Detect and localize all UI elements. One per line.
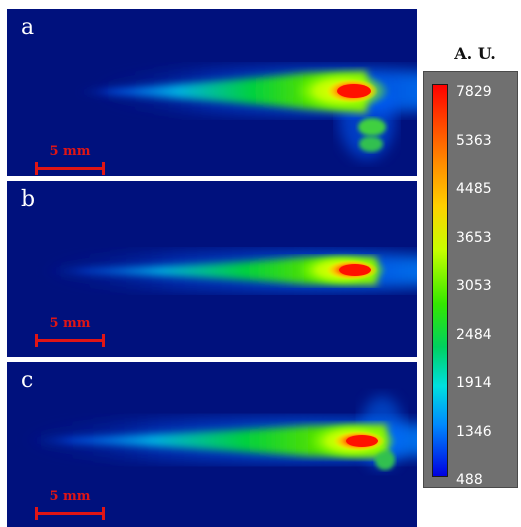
scale-bar-line <box>35 512 105 515</box>
scale-bar-line <box>35 339 105 342</box>
legend-tick-label: 2484 <box>456 326 492 343</box>
legend-title: A. U. <box>454 44 496 63</box>
legend-tick-label: 3653 <box>456 229 492 246</box>
legend-tick-label: 4485 <box>456 181 492 197</box>
scale-bar-tick <box>35 334 38 347</box>
color-legend: 7829 5363 4485 3653 3053 2484 1914 1346 488 <box>423 71 518 488</box>
scale-bar-label-c: 5 mm <box>49 489 91 504</box>
legend-tick-labels: 7829 5363 4485 3653 3053 2484 1914 1346 488 <box>456 80 516 487</box>
legend-tick-label: 5363 <box>456 132 492 149</box>
plume-image-b <box>7 181 417 357</box>
legend-tick-label: 1346 <box>456 423 492 440</box>
legend-tick-label: 488 <box>456 472 483 488</box>
panel-label-b: b <box>21 187 36 212</box>
legend-tick-label: 7829 <box>456 84 492 100</box>
scale-bar-label-a: 5 mm <box>49 144 91 159</box>
panel-a: a 5 mm <box>7 9 417 176</box>
legend-tick-label: 1914 <box>456 375 492 391</box>
panel-b: b 5 mm <box>7 181 417 357</box>
scale-bar-c: 5 mm <box>31 490 109 520</box>
panel-c: c 5 mm <box>7 362 417 527</box>
scale-bar-tick <box>35 507 38 520</box>
plume-image-a <box>7 9 417 176</box>
scale-bar-b: 5 mm <box>31 317 109 347</box>
scale-bar-a: 5 mm <box>31 145 109 175</box>
scale-bar-tick <box>102 162 105 175</box>
scale-bar-line <box>35 167 105 170</box>
panel-label-c: c <box>21 368 34 393</box>
legend-tick-label: 3053 <box>456 278 492 294</box>
color-bar <box>432 84 448 477</box>
plume-image-c <box>7 362 417 527</box>
scale-bar-label-b: 5 mm <box>49 316 91 331</box>
scale-bar-tick <box>102 507 105 520</box>
scale-bar-tick <box>35 162 38 175</box>
scale-bar-tick <box>102 334 105 347</box>
panel-label-a: a <box>21 15 35 40</box>
